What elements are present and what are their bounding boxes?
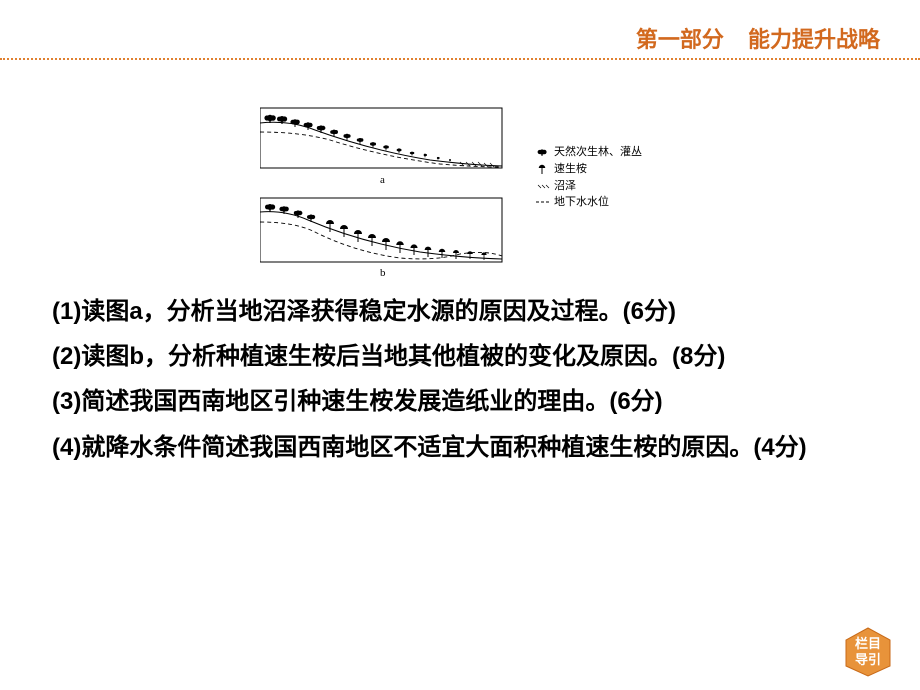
legend-eucalyptus: 速生桉 (554, 161, 587, 175)
natural-forest-a (264, 115, 451, 162)
diagram-svg: a (260, 90, 680, 280)
label-a: a (380, 174, 385, 186)
panel-a: a (260, 108, 502, 186)
question-1: (1)读图a，分析当地沼泽获得稳定水源的原因及过程。(6分) (52, 290, 868, 333)
header-part: 第一部分 (636, 27, 724, 52)
header-divider (0, 58, 920, 60)
diagram-legend: 天然次生林、灌丛 速生桉 沼泽 地下水水位 (536, 144, 642, 208)
nav-label-2: 导引 (855, 652, 881, 668)
label-b: b (380, 267, 386, 279)
legend-natural: 天然次生林、灌丛 (554, 144, 642, 158)
nav-tab-button[interactable]: 栏目 导引 (844, 626, 892, 678)
header-subtitle: 能力提升战略 (748, 27, 880, 52)
eucalyptus-b (326, 220, 487, 260)
question-2: (2)读图b，分析种植速生桉后当地其他植被的变化及原因。(8分) (52, 335, 868, 378)
question-3: (3)简述我国西南地区引种速生桉发展造纸业的理由。(6分) (52, 380, 868, 423)
panel-b: b (260, 198, 502, 279)
nav-label-1: 栏目 (855, 636, 881, 652)
legend-swamp: 沼泽 (554, 178, 576, 192)
question-block: (1)读图a，分析当地沼泽获得稳定水源的原因及过程。(6分) (2)读图b，分析… (52, 290, 868, 471)
page-header: 第一部分 能力提升战略 (636, 22, 880, 54)
legend-watertable: 地下水水位 (554, 194, 609, 208)
question-4: (4)就降水条件简述我国西南地区不适宜大面积种植速生桉的原因。(4分) (52, 426, 868, 469)
terrain-diagram: a (260, 90, 680, 280)
